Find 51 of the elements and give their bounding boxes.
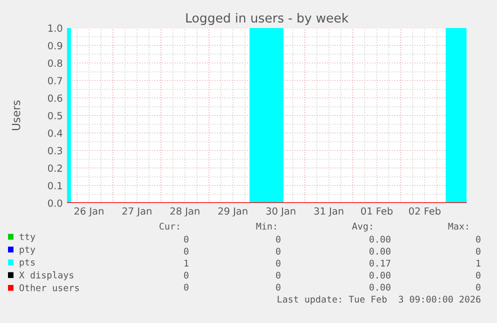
x-tick-label: 31 Jan xyxy=(314,207,344,216)
text: 0 xyxy=(476,236,480,243)
text: 0.17 xyxy=(370,260,390,267)
x-tick-label: 30 Jan xyxy=(266,207,296,216)
legend-label: pts xyxy=(20,259,35,268)
text: Avg: xyxy=(352,222,372,232)
legend-label: Other users xyxy=(20,284,79,292)
text: 0 xyxy=(276,248,280,255)
x-tick-label: 26 Jan xyxy=(74,207,104,216)
y-tick-label: 0.8 xyxy=(48,59,62,67)
x-tick-label: 02 Feb xyxy=(409,207,441,215)
text: Last update: Tue Feb 3 09:00:00 2026 xyxy=(278,296,480,304)
text: 0 xyxy=(276,236,280,243)
y-tick-label: 0.0 xyxy=(48,199,62,207)
y-tick-label: 0.4 xyxy=(48,129,62,137)
y-tick-label: 0.2 xyxy=(48,164,62,172)
y-tick-label: 0.7 xyxy=(48,76,62,84)
text: Min: xyxy=(256,222,276,230)
text: 1 xyxy=(476,260,480,267)
y-tick-label: 0.5 xyxy=(48,112,62,120)
text: 0 xyxy=(184,248,188,255)
text: 0.00 xyxy=(370,284,390,291)
x-tick-label: 01 Feb xyxy=(361,207,393,215)
y-tick-label: 1.0 xyxy=(48,24,62,32)
text: 0 xyxy=(184,272,188,279)
x-tick-label: 29 Jan xyxy=(218,207,248,216)
text: 0.00 xyxy=(370,272,390,279)
y-tick-label: 0.3 xyxy=(48,146,62,154)
text: 0 xyxy=(276,284,280,291)
legend-label: X displays xyxy=(19,271,74,280)
y-tick-label: 0.9 xyxy=(48,42,62,50)
y-axis-title: Users xyxy=(12,100,20,130)
chart-title: Logged in users - by week xyxy=(186,12,349,26)
text: 1 xyxy=(184,260,188,267)
text: 0 xyxy=(276,260,280,267)
text: 0.00 xyxy=(370,236,390,243)
x-tick-label: 27 Jan xyxy=(122,207,152,216)
x-tick-label: 28 Jan xyxy=(170,207,200,216)
text: 0 xyxy=(184,284,188,291)
text: 0 xyxy=(276,272,280,279)
text: Max: xyxy=(448,222,468,230)
text: 0 xyxy=(476,284,480,291)
text: 0 xyxy=(476,248,480,255)
y-tick-label: 0.6 xyxy=(48,94,62,102)
text: 0.00 xyxy=(370,248,390,255)
y-tick-label: 0.1 xyxy=(48,182,62,190)
legend-label: pty xyxy=(20,246,36,255)
text: 0 xyxy=(184,236,188,243)
text: 0 xyxy=(476,272,480,279)
legend-label: tty xyxy=(20,234,36,242)
text: Cur: xyxy=(160,222,179,230)
